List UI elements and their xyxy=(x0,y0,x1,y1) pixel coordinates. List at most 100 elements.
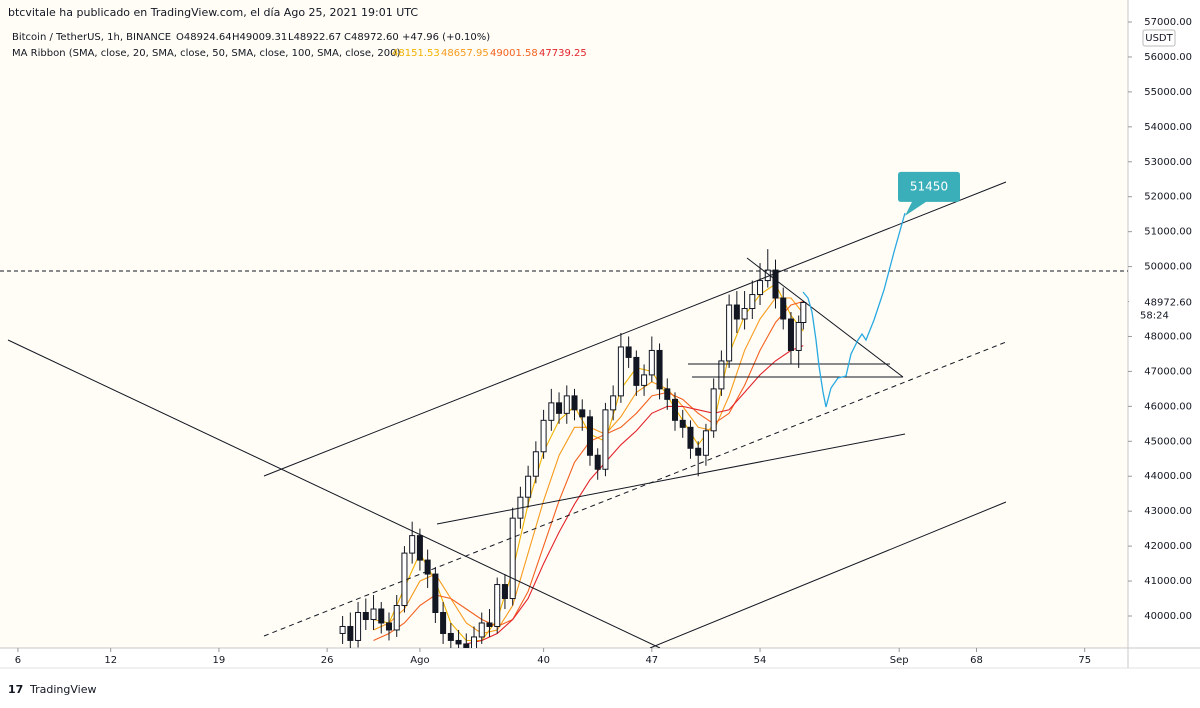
candle-body xyxy=(471,636,478,648)
x-tick-label: 19 xyxy=(213,655,226,666)
candle-body xyxy=(671,398,679,421)
candle-body xyxy=(548,402,555,421)
y-tick-label: 57000.00 xyxy=(1144,17,1192,28)
candle-body xyxy=(463,643,470,648)
legend-ma-value: 49001.58 xyxy=(490,48,538,59)
y-tick-label: 43000.00 xyxy=(1144,506,1192,517)
x-tick-label: 47 xyxy=(645,655,658,666)
candle-body xyxy=(339,625,346,634)
legend-ma-value: 47739.25 xyxy=(539,48,587,59)
candle-body xyxy=(641,374,648,386)
x-tick-label: Ago xyxy=(410,655,429,666)
price-axis-background xyxy=(1128,0,1200,668)
y-tick-label: 47000.00 xyxy=(1144,366,1192,377)
last-price-label: 48972.60 xyxy=(1144,297,1192,308)
candle-body xyxy=(679,419,686,428)
candle-body xyxy=(733,304,740,320)
trend-line xyxy=(436,433,906,525)
candle-body xyxy=(695,447,702,456)
candle-body xyxy=(617,346,624,397)
x-tick-label: 12 xyxy=(104,655,117,666)
candle-body xyxy=(432,573,439,614)
candle-body xyxy=(362,612,369,620)
trend-line xyxy=(649,501,1007,648)
candle-body xyxy=(455,639,462,645)
candle-body xyxy=(540,419,547,453)
y-tick-label: 46000.00 xyxy=(1144,401,1192,412)
candle-body xyxy=(478,622,485,638)
ma-line xyxy=(466,345,804,645)
plot-background xyxy=(0,0,1128,648)
candle-body xyxy=(625,346,632,358)
candle-body xyxy=(586,416,593,456)
currency-box xyxy=(1142,29,1176,47)
y-tick-label: 52000.00 xyxy=(1144,192,1192,203)
candle-body xyxy=(447,632,454,641)
candle-body xyxy=(393,605,400,631)
legend-open: O48924.64 xyxy=(176,32,232,43)
candle-body xyxy=(409,535,416,554)
x-tick-label: 54 xyxy=(754,655,767,666)
footer-logo: 17 xyxy=(8,683,23,696)
candle-body xyxy=(710,388,717,432)
legend-ma-value: 48657.95 xyxy=(441,48,489,59)
candle-body xyxy=(772,269,779,299)
candle-body xyxy=(571,395,578,411)
candle-body xyxy=(525,475,532,498)
y-tick-label: 44000.00 xyxy=(1144,471,1192,482)
candle-body xyxy=(726,304,733,362)
y-tick-label: 55000.00 xyxy=(1144,87,1192,98)
candle-body xyxy=(664,388,671,400)
y-tick-label: 56000.00 xyxy=(1144,52,1192,63)
candle-body xyxy=(741,308,748,320)
y-tick-label: 41000.00 xyxy=(1144,576,1192,587)
y-tick-label: 40000.00 xyxy=(1144,611,1192,622)
legend-ma: MA Ribbon (SMA, close, 20, SMA, close, 5… xyxy=(12,48,400,59)
candle-body xyxy=(347,625,354,641)
target-bubble xyxy=(898,171,960,216)
countdown: 58:24 xyxy=(1140,310,1169,321)
y-tick-label: 51000.00 xyxy=(1144,227,1192,238)
candle-body xyxy=(424,559,431,575)
candle-body xyxy=(757,280,764,296)
candle-body xyxy=(610,395,617,411)
x-tick-label: 26 xyxy=(321,655,334,666)
candle-body xyxy=(687,426,694,449)
legend-ma-value: 48151.53 xyxy=(392,48,440,59)
triangle-line xyxy=(746,257,904,378)
x-tick-label: 68 xyxy=(970,655,983,666)
y-tick-label: 53000.00 xyxy=(1144,157,1192,168)
legend-change: +47.96 (+0.10%) xyxy=(402,32,490,43)
header: btcvitale ha publicado en TradingView.co… xyxy=(8,6,418,19)
candle-body xyxy=(532,451,539,477)
candle-body xyxy=(656,349,663,390)
legend-high: H49009.31 xyxy=(232,32,287,43)
candle-body xyxy=(370,608,377,620)
trend-line xyxy=(263,341,1007,637)
candle-body xyxy=(602,409,609,470)
legend-close: C48972.60 xyxy=(344,32,399,43)
x-tick-label: Sep xyxy=(890,655,909,666)
x-tick-label: 6 xyxy=(15,655,21,666)
candle-body xyxy=(501,584,508,600)
currency: USDT xyxy=(1145,33,1173,44)
candle-body xyxy=(579,409,586,418)
footer: TradingView xyxy=(29,683,96,696)
candle-body xyxy=(702,430,709,456)
legend-low: L48922.67 xyxy=(288,32,341,43)
y-tick-label: 48000.00 xyxy=(1144,331,1192,342)
candle-body xyxy=(440,612,447,634)
y-tick-label: 50000.00 xyxy=(1144,262,1192,273)
x-tick-label: 75 xyxy=(1078,655,1091,666)
candle-body xyxy=(800,301,807,323)
candle-body xyxy=(780,297,787,320)
projection-path xyxy=(802,212,906,408)
candle-body xyxy=(494,584,501,627)
candle-body xyxy=(718,360,725,390)
candle-body xyxy=(556,402,563,414)
y-tick-label: 54000.00 xyxy=(1144,122,1192,133)
candle-body xyxy=(648,349,655,376)
candle-body xyxy=(749,294,756,310)
